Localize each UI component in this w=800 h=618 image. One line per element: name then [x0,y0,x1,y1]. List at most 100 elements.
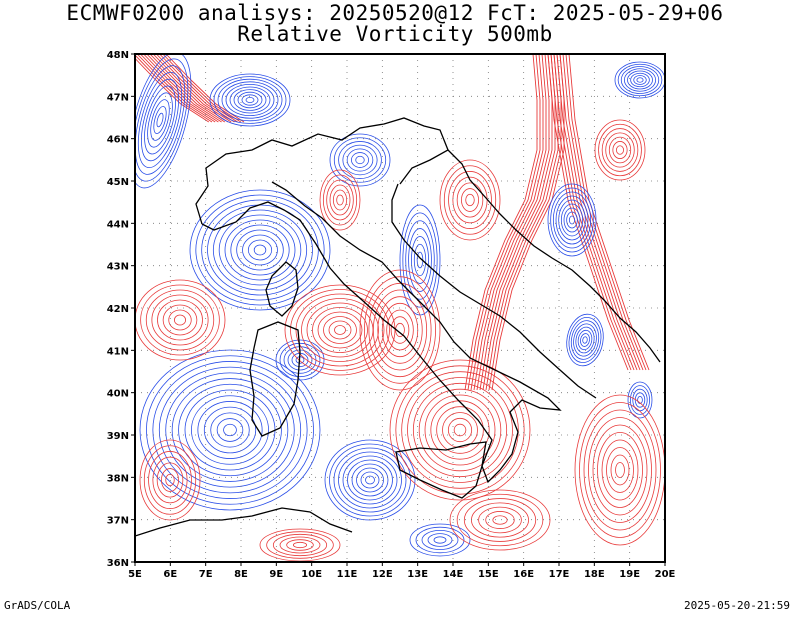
negative-vorticity-contour [409,523,471,557]
vorticity-band [143,54,222,123]
positive-vorticity-contour [601,439,639,501]
negative-vorticity-contour [570,320,600,360]
positive-vorticity-contour [615,462,625,478]
positive-vorticity-contour [395,365,525,495]
negative-vorticity-contour [563,207,581,233]
negative-vorticity-contour [566,313,604,367]
negative-vorticity-contour [147,92,173,148]
negative-vorticity-contour [146,355,314,505]
adriatic-coastline [391,183,597,399]
negative-vorticity-contour [329,133,391,187]
vorticity-band [464,54,538,391]
vorticity-band [488,54,562,391]
negative-vorticity-contour [197,401,263,459]
lat-label: 47N [107,92,129,103]
lat-label: 44N [107,219,129,230]
lon-label: 11E [337,569,358,580]
positive-vorticity-contour [336,194,344,206]
footer-timestamp: 2025-05-20-21:59 [684,599,790,612]
positive-vorticity-contour [364,276,436,384]
positive-vorticity-contour [284,284,396,376]
negative-vorticity-contour [582,336,588,344]
negative-vorticity-contour [139,349,321,511]
negative-vorticity-contour [342,455,398,505]
lat-label: 39N [107,431,129,442]
negative-vorticity-contour [351,463,389,497]
vorticity-band [479,54,553,391]
positive-vorticity-contour [359,269,441,391]
negative-vorticity-contour [627,381,653,419]
lat-label: 43N [107,262,129,273]
negative-vorticity-contour [253,244,267,256]
positive-vorticity-contour [151,294,209,346]
negative-vorticity-contour [342,144,378,176]
positive-vorticity-contour [439,159,501,241]
positive-vorticity-contour [485,511,515,529]
negative-vorticity-contour [217,78,283,122]
negative-vorticity-contour [152,361,308,499]
negative-vorticity-contour [630,385,651,415]
negative-vorticity-contour [195,194,325,306]
positive-vorticity-contour [139,439,201,521]
lon-label: 13E [407,569,428,580]
positive-vorticity-contour [601,128,639,172]
positive-vorticity-contour [424,394,496,466]
map-title: ECMWF0200 analisys: 20250520@12 FcT: 202… [66,1,724,25]
positive-vorticity-contour [448,171,492,229]
positive-vorticity-contour [447,417,473,443]
negative-vorticity-contour [408,228,432,292]
positive-vorticity-contour [616,145,624,155]
lon-label: 20E [655,569,676,580]
axis-ticks [131,53,666,566]
lon-label: 10E [301,569,322,580]
negative-vorticity-contour [560,203,584,237]
positive-vorticity-contour [583,409,657,531]
vorticity-band [473,54,547,391]
lat-label: 37N [107,516,129,527]
positive-vorticity-contour [478,506,522,534]
negative-vorticity-contour [405,220,435,300]
negative-vorticity-contour [356,467,384,493]
italy-coastline [201,181,562,484]
positive-vorticity-contour [598,123,642,177]
negative-vorticity-contour [203,406,257,454]
vorticity-band [135,54,213,123]
negative-vorticity-contour [636,77,644,83]
negative-vorticity-contour [209,73,291,127]
negative-vorticity-contour [229,86,271,114]
vorticity-band [565,54,647,371]
negative-vorticity-contour [347,459,393,501]
coastlines [135,117,661,537]
positive-vorticity-contour [442,412,478,448]
negative-vorticity-contour [191,395,269,465]
lat-label: 40N [107,389,129,400]
negative-vorticity-contour [550,187,594,253]
vorticity-band [550,54,632,371]
vorticity-band [562,54,644,371]
lon-label: 19E [619,569,640,580]
positive-vorticity-contour [140,284,220,356]
negative-vorticity-contour [637,395,643,404]
negative-vorticity-contour [165,372,295,488]
positive-vorticity-contour [418,388,502,472]
negative-vorticity-contour [213,76,287,124]
lat-label: 42N [107,304,129,315]
positive-vorticity-contour [579,402,661,538]
positive-vorticity-contour [135,279,226,361]
positive-vorticity-contour [461,188,479,212]
negative-vorticity-contour [201,199,319,301]
negative-vorticity-contour [135,58,189,182]
negative-vorticity-contour [225,84,275,117]
lat-label: 45N [107,177,129,188]
negative-vorticity-contour [575,326,595,354]
positive-vorticity-contour [145,289,215,351]
negative-vorticity-contour [580,333,590,347]
positive-vorticity-contour [334,325,346,335]
negative-vorticity-contour [242,234,278,266]
lon-label: 9E [269,569,283,580]
positive-vorticity-contour [372,289,428,371]
positive-vorticity-contour [301,298,379,362]
negative-vorticity-contour [230,224,290,276]
negative-vorticity-contour [415,526,465,554]
negative-vorticity-contour [633,75,647,85]
